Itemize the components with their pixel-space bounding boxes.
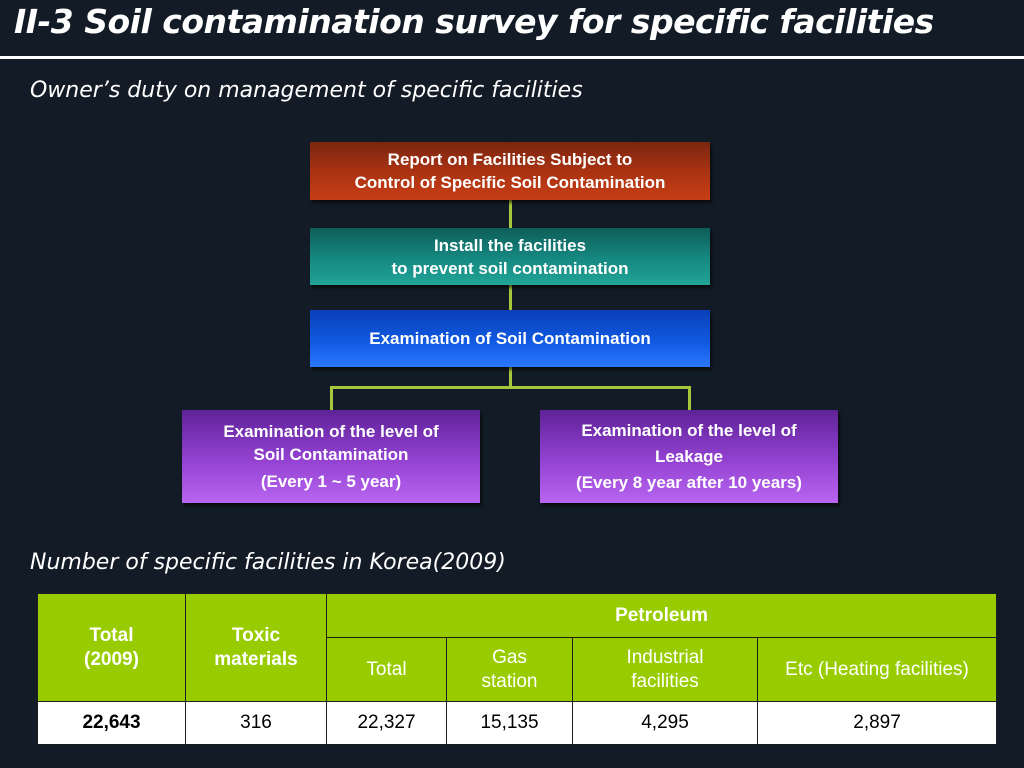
facilities-table: Total (2009) Toxic materials Petroleum T…: [37, 593, 998, 745]
header-etc: Etc (Heating facilities): [756, 637, 998, 702]
header-toxic-line-2: materials: [214, 648, 298, 670]
header-petro-total: Total: [326, 637, 447, 702]
header-total-line-2: (2009): [84, 648, 139, 670]
cell-total: 22,643: [37, 701, 186, 745]
header-industrial-line-1: Industrial: [626, 646, 704, 668]
cell-petro-total: 22,327: [326, 701, 447, 745]
header-total-line-1: Total: [89, 624, 134, 646]
header-toxic-line-1: Toxic: [231, 624, 281, 646]
examination-box: Examination of Soil Contamination: [310, 310, 710, 367]
soil-level-box: Examination of the level of Soil Contami…: [182, 410, 480, 503]
cell-etc: 2,897: [756, 701, 998, 745]
report-facilities-box: Report on Facilities Subject to Control …: [310, 142, 710, 200]
soil-level-line-2: Soil Contamination: [253, 445, 409, 464]
connector-branch-left: [330, 386, 333, 410]
report-line-2: Control of Specific Soil Contamination: [354, 173, 666, 192]
duty-section-heading: Owner’s duty on management of specific f…: [30, 78, 583, 103]
connector-exam-branch: [509, 367, 512, 387]
slide-title: II-3 Soil contamination survey for speci…: [14, 2, 934, 41]
leakage-level-box: Examination of the level of Leakage (Eve…: [540, 410, 838, 503]
table-row: 22,643 316 22,327 15,135 4,295 2,897: [37, 701, 998, 745]
cell-toxic: 316: [185, 701, 327, 745]
title-divider: [0, 56, 1024, 59]
leakage-line-3: (Every 8 year after 10 years): [576, 473, 802, 492]
connector-report-install: [509, 200, 512, 228]
install-facilities-box: Install the facilities to prevent soil c…: [310, 228, 710, 285]
table-subheader-row: Total Gas station Industrial facilities …: [38, 637, 998, 702]
cell-gas-station: 15,135: [446, 701, 573, 745]
connector-branch-right: [688, 386, 691, 410]
table-section-heading: Number of specific facilities in Korea(2…: [30, 550, 506, 575]
header-industrial-line-2: facilities: [631, 670, 699, 692]
report-line-1: Report on Facilities Subject to: [387, 150, 633, 169]
soil-level-line-1: Examination of the level of: [223, 422, 439, 441]
install-line-1: Install the facilities: [433, 235, 587, 255]
header-industrial: Industrial facilities: [572, 637, 758, 702]
header-gas-line-1: Gas: [492, 646, 527, 668]
header-toxic: Toxic materials: [185, 593, 327, 702]
header-gas-station: Gas station: [446, 637, 573, 702]
connector-branch-horizontal: [330, 386, 691, 389]
leakage-line-1: Examination of the level of: [581, 421, 797, 440]
connector-install-exam: [509, 285, 512, 310]
table-header-row: Total (2009) Toxic materials Petroleum: [37, 593, 998, 702]
soil-level-line-3: (Every 1 ~ 5 year): [260, 472, 402, 491]
cell-industrial: 4,295: [572, 701, 758, 745]
leakage-line-2: Leakage: [654, 447, 724, 466]
examination-line-1: Examination of Soil Contamination: [369, 329, 651, 348]
header-petroleum: Petroleum: [325, 593, 998, 638]
install-line-2: to prevent soil contamination: [391, 258, 629, 278]
header-gas-line-2: station: [481, 670, 538, 692]
header-total: Total (2009): [37, 593, 186, 702]
